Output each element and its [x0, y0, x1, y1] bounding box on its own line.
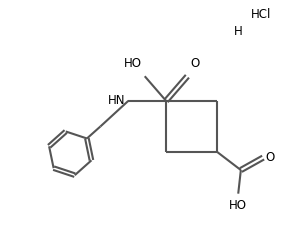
Text: HCl: HCl	[251, 9, 271, 21]
Text: HN: HN	[108, 94, 126, 107]
Text: H: H	[234, 25, 243, 38]
Text: O: O	[190, 57, 199, 70]
Text: HO: HO	[124, 57, 142, 70]
Text: HO: HO	[229, 199, 247, 212]
Text: O: O	[266, 151, 275, 164]
